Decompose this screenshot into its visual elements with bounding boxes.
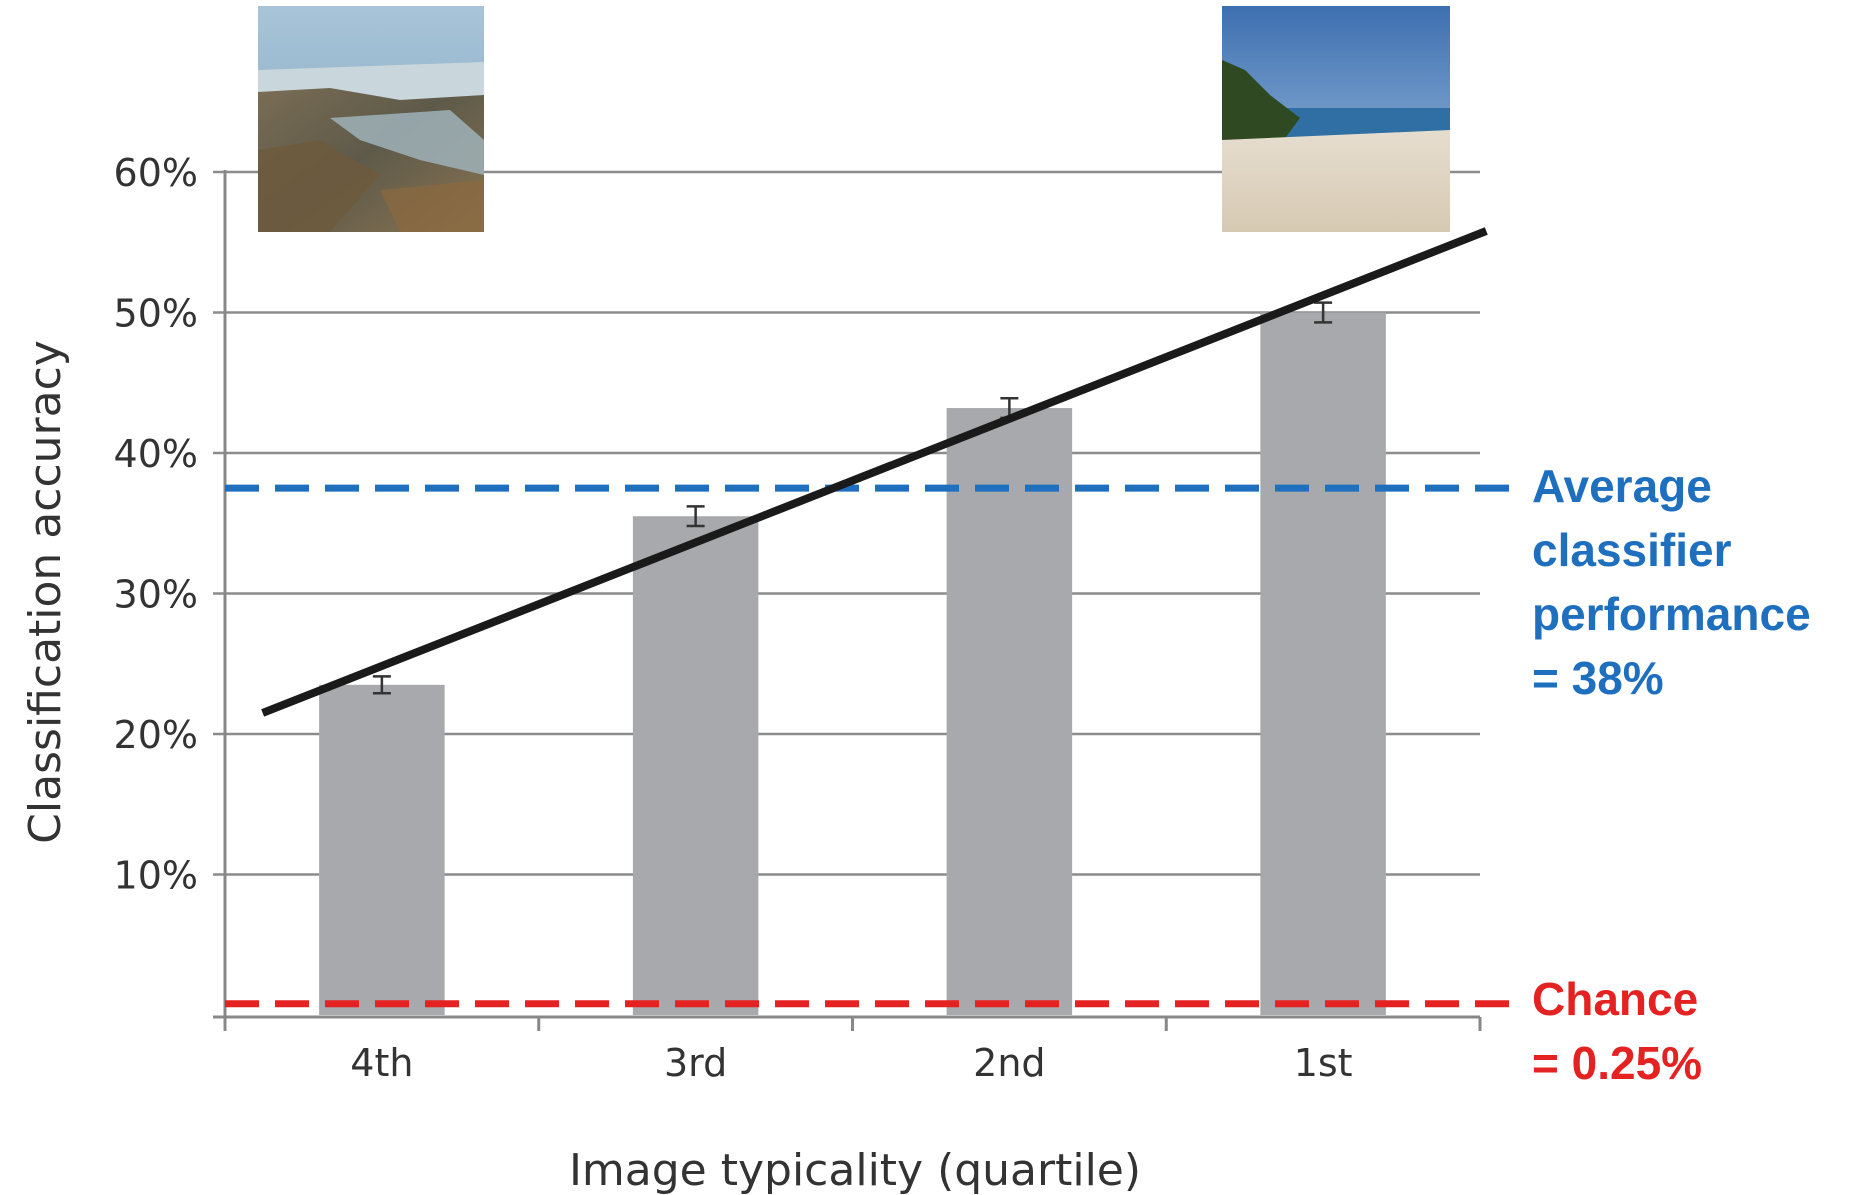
average-label-line-3: = 38% xyxy=(1532,652,1664,704)
bar-1st xyxy=(1260,312,1386,1015)
average-label-line-2: performance xyxy=(1532,588,1811,640)
atypical-beach-photo xyxy=(258,6,484,232)
y-tick-label-50: 50% xyxy=(114,292,198,336)
y-tick-label-10: 10% xyxy=(114,854,198,898)
error-bar-1st xyxy=(1314,301,1333,324)
bar-4th xyxy=(319,684,445,1015)
x-tick-label-3rd: 3rd xyxy=(664,1041,727,1085)
error-bar-3rd xyxy=(686,505,705,528)
bar-3rd xyxy=(632,516,759,1015)
bar-2nd xyxy=(946,408,1073,1015)
average-label-line-0: Average xyxy=(1532,460,1712,512)
average-label-line-1: classifier xyxy=(1532,524,1732,576)
x-tick-label-2nd: 2nd xyxy=(973,1041,1045,1085)
y-axis-title: Classification accuracy xyxy=(20,340,71,844)
trend-line-group xyxy=(261,227,1488,717)
chance-label-line-1: = 0.25% xyxy=(1532,1037,1702,1089)
bars xyxy=(319,301,1386,1015)
axes: 10% 20% 30% 40% 50% 60% 4th 3rd 2nd 1st xyxy=(114,151,1482,1085)
chance-label-line-0: Chance xyxy=(1532,973,1698,1025)
x-tick-label-1st: 1st xyxy=(1294,1041,1353,1085)
x-tick-label-4th: 4th xyxy=(350,1041,413,1085)
error-bar-4th xyxy=(372,675,391,695)
y-tick-label-40: 40% xyxy=(114,432,198,476)
x-axis-title: Image typicality (quartile) xyxy=(569,1145,1141,1195)
reference-lines: Average classifier performance = 38% Chance =… xyxy=(225,460,1811,1089)
y-tick-label-30: 30% xyxy=(114,573,198,617)
trend-line xyxy=(261,227,1488,717)
typical-beach-photo xyxy=(1222,6,1450,232)
y-tick-label-60: 60% xyxy=(114,151,198,195)
y-tick-label-20: 20% xyxy=(114,713,198,757)
